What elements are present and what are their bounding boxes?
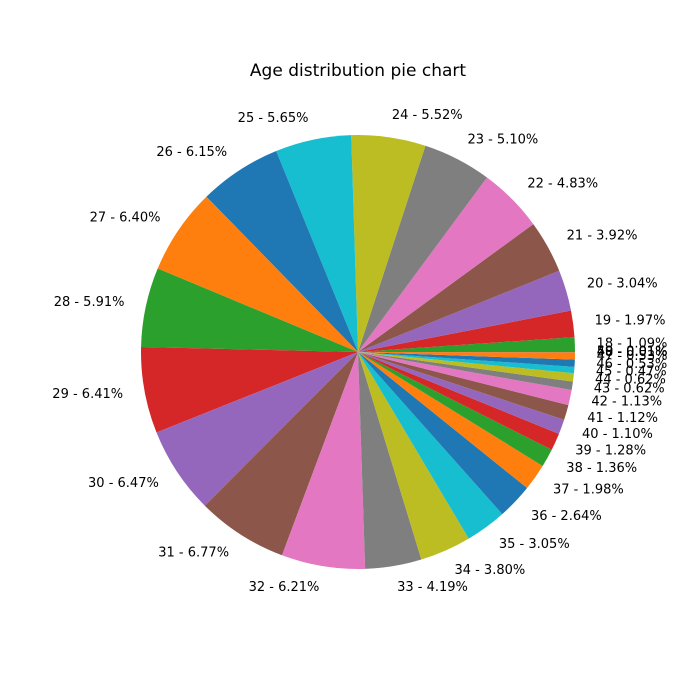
pie-label-age-35: 35 - 3.05%	[499, 537, 570, 552]
pie-slice-age-18	[358, 337, 575, 352]
pie-label-age-25: 25 - 5.65%	[238, 111, 309, 126]
pie-label-age-40: 40 - 1.10%	[582, 427, 653, 442]
pie-slice-age-35	[358, 352, 503, 539]
pie-slice-age-33	[358, 352, 422, 569]
pie-slice-age-47	[358, 352, 575, 360]
pie-slice-age-19	[358, 310, 575, 352]
pie-slice-age-36	[358, 352, 528, 515]
pie-slice-age-31	[204, 352, 358, 556]
pie-label-age-45: 45 - 0.47%	[596, 364, 667, 379]
pie-label-age-28: 28 - 5.91%	[54, 295, 125, 310]
pie-label-age-49: 49 - 0.01%	[597, 345, 668, 360]
pie-slice-age-28	[141, 268, 358, 352]
pie-label-age-22: 22 - 4.83%	[527, 176, 598, 191]
pie-label-age-44: 44 - 0.62%	[595, 373, 666, 388]
pie-slice-age-20	[358, 270, 571, 352]
pie-slice-age-41	[358, 352, 569, 420]
pie-label-age-31: 31 - 6.77%	[158, 545, 229, 560]
pie-slice-age-39	[358, 352, 559, 450]
pie-label-age-27: 27 - 6.40%	[90, 211, 161, 226]
pie-label-age-38: 38 - 1.36%	[566, 461, 637, 476]
pie-label-age-26: 26 - 6.15%	[156, 145, 227, 160]
pie-slice-age-26	[206, 151, 358, 352]
pie-slice-age-37	[358, 352, 543, 489]
pie-label-age-19: 19 - 1.97%	[595, 313, 666, 328]
pie-label-age-20: 20 - 3.04%	[587, 277, 658, 292]
pie-labels: 18 - 1.09% 19 - 1.97% 20 - 3.04% 21 - 3.92%…	[52, 108, 667, 595]
pie-label-age-43: 43 - 0.62%	[594, 382, 665, 397]
pie-label-age-48: 48 - 0.01%	[597, 345, 668, 360]
pie-label-age-24: 24 - 5.52%	[392, 108, 463, 123]
pie-label-age-34: 34 - 3.80%	[454, 563, 525, 578]
pie-label-age-36: 36 - 2.64%	[531, 509, 602, 524]
pie-label-age-47: 47 - 0.53%	[597, 349, 668, 364]
pie-slice-age-38	[358, 352, 552, 466]
pie-slices	[140, 134, 575, 570]
pie-label-age-37: 37 - 1.98%	[553, 482, 624, 497]
pie-label-age-41: 41 - 1.12%	[587, 411, 658, 426]
pie-slice-age-45	[358, 352, 575, 374]
pie-slice-age-24	[351, 134, 426, 352]
pie-slice-age-30	[156, 352, 358, 506]
chart-title: Age distribution pie chart	[250, 61, 466, 81]
pie-label-age-29: 29 - 6.41%	[52, 387, 123, 402]
pie-label-age-33: 33 - 4.19%	[397, 580, 468, 595]
pie-slice-age-46	[358, 352, 575, 367]
pie-slice-age-21	[358, 224, 560, 352]
pie-label-age-32: 32 - 6.21%	[249, 580, 320, 595]
pie-label-age-46: 46 - 0.53%	[596, 357, 667, 372]
pie-slice-age-32	[282, 352, 366, 570]
pie-slice-age-23	[358, 145, 488, 352]
pie-slice-age-44	[358, 352, 574, 382]
pie-label-age-42: 42 - 1.13%	[591, 395, 662, 410]
pie-slice-age-25	[276, 135, 358, 352]
pie-slice-age-43	[358, 352, 573, 391]
pie-label-age-21: 21 - 3.92%	[567, 229, 638, 244]
pie-label-age-23: 23 - 5.10%	[467, 132, 538, 147]
pie-slice-age-40	[358, 352, 565, 434]
pie-slice-age-22	[358, 177, 534, 352]
pie-slice-age-42	[358, 352, 572, 406]
pie-slice-age-34	[358, 352, 469, 560]
pie-label-age-39: 39 - 1.28%	[575, 443, 646, 458]
pie-label-age-18: 18 - 1.09%	[597, 336, 668, 351]
pie-label-age-30: 30 - 6.47%	[88, 476, 159, 491]
pie-slice-age-29	[140, 347, 358, 433]
pie-slice-age-27	[157, 196, 358, 352]
pie-label-age-50: 50 - 0.01%	[597, 345, 668, 360]
